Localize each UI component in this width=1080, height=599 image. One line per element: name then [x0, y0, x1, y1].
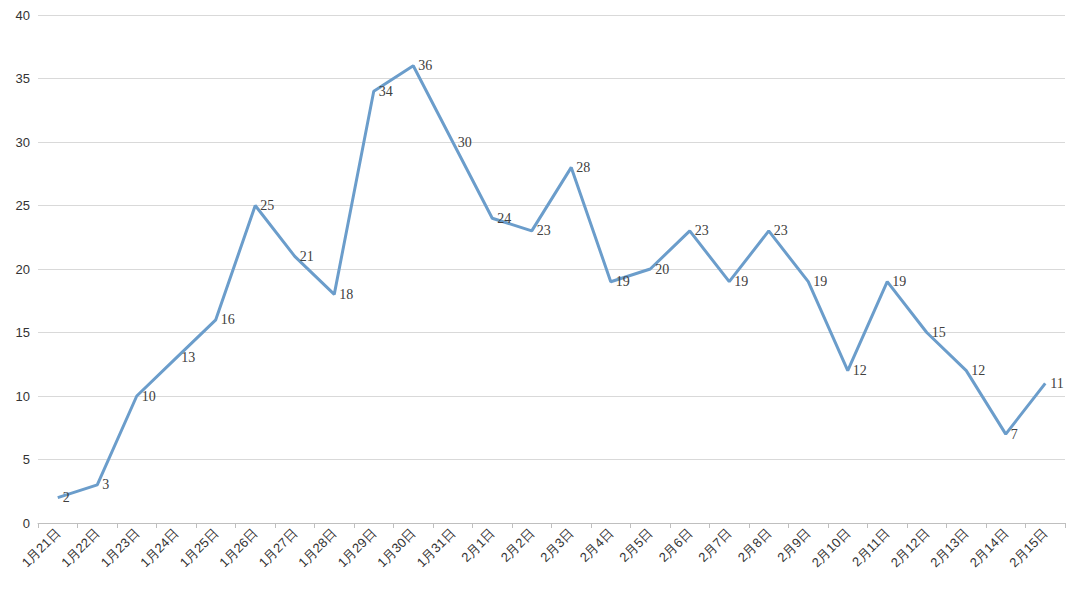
svg-text:19: 19 [734, 274, 748, 289]
svg-text:25: 25 [16, 198, 30, 213]
svg-text:16: 16 [221, 312, 235, 327]
svg-text:21: 21 [300, 249, 314, 264]
svg-text:23: 23 [695, 223, 709, 238]
svg-text:13: 13 [181, 350, 195, 365]
svg-text:2月13日: 2月13日 [927, 526, 971, 570]
svg-text:19: 19 [813, 274, 827, 289]
svg-text:2月8日: 2月8日 [735, 526, 774, 565]
svg-text:19: 19 [892, 274, 906, 289]
svg-text:2: 2 [63, 490, 70, 505]
svg-text:30: 30 [16, 135, 30, 150]
svg-text:24: 24 [497, 211, 511, 226]
svg-text:2月12日: 2月12日 [888, 526, 932, 570]
svg-text:1月27日: 1月27日 [256, 526, 300, 570]
svg-text:2月5日: 2月5日 [616, 526, 655, 565]
svg-text:2月3日: 2月3日 [537, 526, 576, 565]
svg-text:30: 30 [458, 135, 472, 150]
svg-text:25: 25 [260, 198, 274, 213]
svg-text:2月11日: 2月11日 [849, 526, 893, 570]
svg-text:2月1日: 2月1日 [458, 526, 497, 565]
svg-text:36: 36 [418, 58, 432, 73]
svg-text:11: 11 [1050, 376, 1063, 391]
svg-text:1月23日: 1月23日 [98, 526, 142, 570]
svg-text:12: 12 [971, 363, 985, 378]
svg-text:2月7日: 2月7日 [695, 526, 734, 565]
svg-text:40: 40 [16, 8, 30, 23]
svg-text:5: 5 [23, 452, 30, 467]
svg-text:2月6日: 2月6日 [656, 526, 695, 565]
svg-text:2月14日: 2月14日 [967, 526, 1011, 570]
svg-text:2月4日: 2月4日 [577, 526, 616, 565]
svg-text:1月26日: 1月26日 [216, 526, 260, 570]
svg-text:15: 15 [16, 325, 30, 340]
svg-text:0: 0 [23, 516, 30, 531]
svg-text:1月22日: 1月22日 [58, 526, 102, 570]
svg-text:2月9日: 2月9日 [774, 526, 813, 565]
svg-text:20: 20 [655, 262, 669, 277]
svg-text:1月28日: 1月28日 [295, 526, 339, 570]
svg-text:12: 12 [853, 363, 867, 378]
svg-text:10: 10 [142, 389, 156, 404]
svg-text:23: 23 [774, 223, 788, 238]
svg-text:1月29日: 1月29日 [335, 526, 379, 570]
svg-text:2月10日: 2月10日 [809, 526, 853, 570]
svg-text:20: 20 [16, 262, 30, 277]
svg-text:18: 18 [339, 287, 353, 302]
svg-text:3: 3 [102, 477, 109, 492]
svg-text:1月21日: 1月21日 [19, 526, 63, 570]
svg-text:28: 28 [576, 160, 590, 175]
svg-text:1月31日: 1月31日 [414, 526, 458, 570]
svg-text:19: 19 [616, 274, 630, 289]
svg-text:34: 34 [379, 84, 393, 99]
svg-text:7: 7 [1011, 427, 1018, 442]
svg-text:2月15日: 2月15日 [1006, 526, 1050, 570]
svg-text:10: 10 [16, 389, 30, 404]
svg-text:2月2日: 2月2日 [498, 526, 537, 565]
svg-text:1月30日: 1月30日 [374, 526, 418, 570]
svg-text:23: 23 [537, 223, 551, 238]
svg-text:1月25日: 1月25日 [177, 526, 221, 570]
svg-text:15: 15 [932, 325, 946, 340]
svg-text:1月24日: 1月24日 [137, 526, 181, 570]
svg-text:35: 35 [16, 71, 30, 86]
